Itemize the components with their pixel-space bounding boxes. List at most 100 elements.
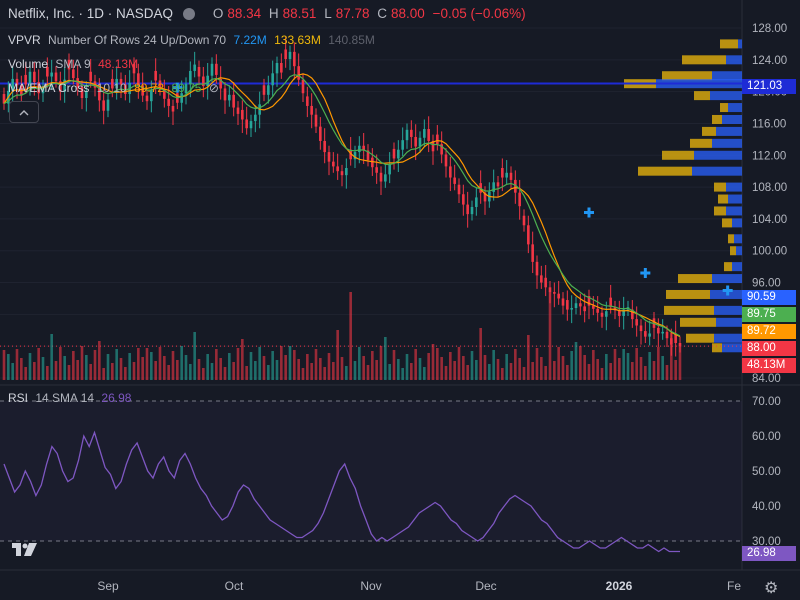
candle-body — [349, 149, 352, 160]
volume-bar — [258, 347, 261, 380]
volume-bar — [236, 348, 240, 380]
volume-bar — [124, 367, 127, 380]
volume-bar — [440, 357, 443, 380]
vpvr-down-bar — [720, 103, 728, 113]
candle-body — [592, 305, 595, 309]
rsi-legend[interactable]: RSI 14 SMA 14 26.98 — [8, 391, 135, 405]
change-value: −0.05 (−0.06%) — [432, 6, 526, 21]
candle-body — [319, 126, 322, 141]
volume-bar — [665, 365, 669, 380]
vpvr-name: VPVR — [8, 33, 41, 47]
cross-marker — [584, 207, 594, 218]
candle-body — [314, 114, 318, 127]
vpvr-down-bar — [720, 39, 738, 49]
vpvr-up-bar — [716, 317, 742, 327]
volume-bar — [678, 346, 682, 380]
candle-body — [336, 166, 339, 172]
time-tick-label: Dec — [475, 579, 496, 593]
volume-bar — [59, 347, 62, 380]
vpvr-down-bar — [678, 274, 712, 284]
volume-bar — [353, 361, 357, 380]
candle-body — [540, 275, 543, 283]
candle-body — [353, 152, 357, 160]
high-value: 88.51 — [282, 6, 317, 21]
candle-body — [613, 307, 617, 311]
volume-bar — [535, 348, 539, 380]
volume-bar — [522, 367, 526, 380]
volume-bar — [457, 347, 461, 380]
vpvr-up-bar — [726, 55, 742, 65]
volume-bar — [553, 361, 556, 380]
candle-body — [501, 168, 504, 178]
candle-body — [228, 94, 231, 101]
candle-body — [366, 150, 370, 161]
candle-body — [397, 149, 400, 159]
volume-bar — [479, 328, 482, 380]
vpvr-down-bar — [712, 114, 722, 124]
tradingview-logo-icon[interactable] — [10, 540, 40, 558]
volume-bar — [232, 362, 235, 380]
ma-settings-icon[interactable]: ⊘ — [208, 81, 219, 95]
cross-marker — [640, 268, 651, 278]
volume-bar — [102, 368, 105, 380]
price-tick-label: 100.00 — [752, 246, 787, 258]
volume-bar — [592, 350, 595, 380]
time-tick-label: Fe — [727, 579, 741, 593]
candle-body — [505, 172, 508, 178]
candle-body — [33, 71, 36, 83]
volume-bar — [557, 347, 560, 380]
candle-body — [163, 89, 166, 99]
volume-bar — [228, 353, 231, 380]
volume-bar — [674, 360, 677, 380]
candle-body — [527, 225, 530, 245]
volume-bar — [202, 368, 205, 380]
volume-bar — [271, 351, 274, 380]
open-value: 88.34 — [227, 6, 262, 21]
vpvr-down: 133.63M — [274, 33, 321, 47]
volume-bar — [336, 330, 339, 380]
volume-bar — [384, 337, 387, 380]
volume-bar — [163, 356, 166, 380]
volume-bar — [219, 358, 222, 380]
vpvr-up-bar — [712, 71, 742, 81]
collapse-legend-button[interactable] — [9, 101, 39, 123]
last-price-tag: 88.00 — [742, 341, 796, 356]
volume-bar — [210, 363, 214, 380]
low-value: 87.78 — [335, 6, 370, 21]
candle-body — [284, 49, 287, 60]
vpvr-params: Number Of Rows 24 Up/Down 70 — [48, 33, 227, 47]
candle-body — [427, 129, 430, 141]
gear-icon[interactable]: ⚙ — [764, 580, 779, 597]
rsi-tick-label: 40.00 — [752, 501, 781, 513]
volume-bar — [98, 341, 101, 380]
volume-bar — [605, 354, 608, 380]
volume-bar — [80, 346, 84, 380]
volume-bar — [106, 354, 110, 380]
volume-legend[interactable]: Volume SMA 9 48.13M — [8, 57, 142, 71]
volume-bar — [379, 346, 383, 380]
volume-bar — [410, 363, 413, 380]
candle-body — [362, 145, 365, 151]
candle-body — [59, 81, 62, 92]
vpvr-down-bar — [724, 262, 732, 272]
vpvr-legend[interactable]: VPVR Number Of Rows 24 Up/Down 70 7.22M … — [8, 33, 379, 47]
ma-legend[interactable]: MA/EMA Cross 10 10 89.72 89.75 ⊘ — [8, 81, 223, 95]
volume-bar — [115, 349, 118, 380]
volume-bar — [431, 344, 435, 380]
vpvr-down-bar — [702, 126, 716, 136]
candle-body — [444, 154, 448, 167]
candle-body — [219, 78, 222, 89]
vpvr-down-bar — [638, 166, 692, 176]
volume-bar — [388, 364, 391, 380]
volume-bar — [587, 364, 591, 380]
candle-body — [496, 182, 500, 187]
candle-body — [115, 78, 118, 89]
volume-bar — [631, 362, 634, 380]
vpvr-up-bar — [726, 206, 742, 216]
rsi-name: RSI — [8, 391, 29, 405]
candle-body — [544, 277, 547, 288]
candle-body — [50, 72, 53, 77]
candle-body — [358, 145, 361, 153]
